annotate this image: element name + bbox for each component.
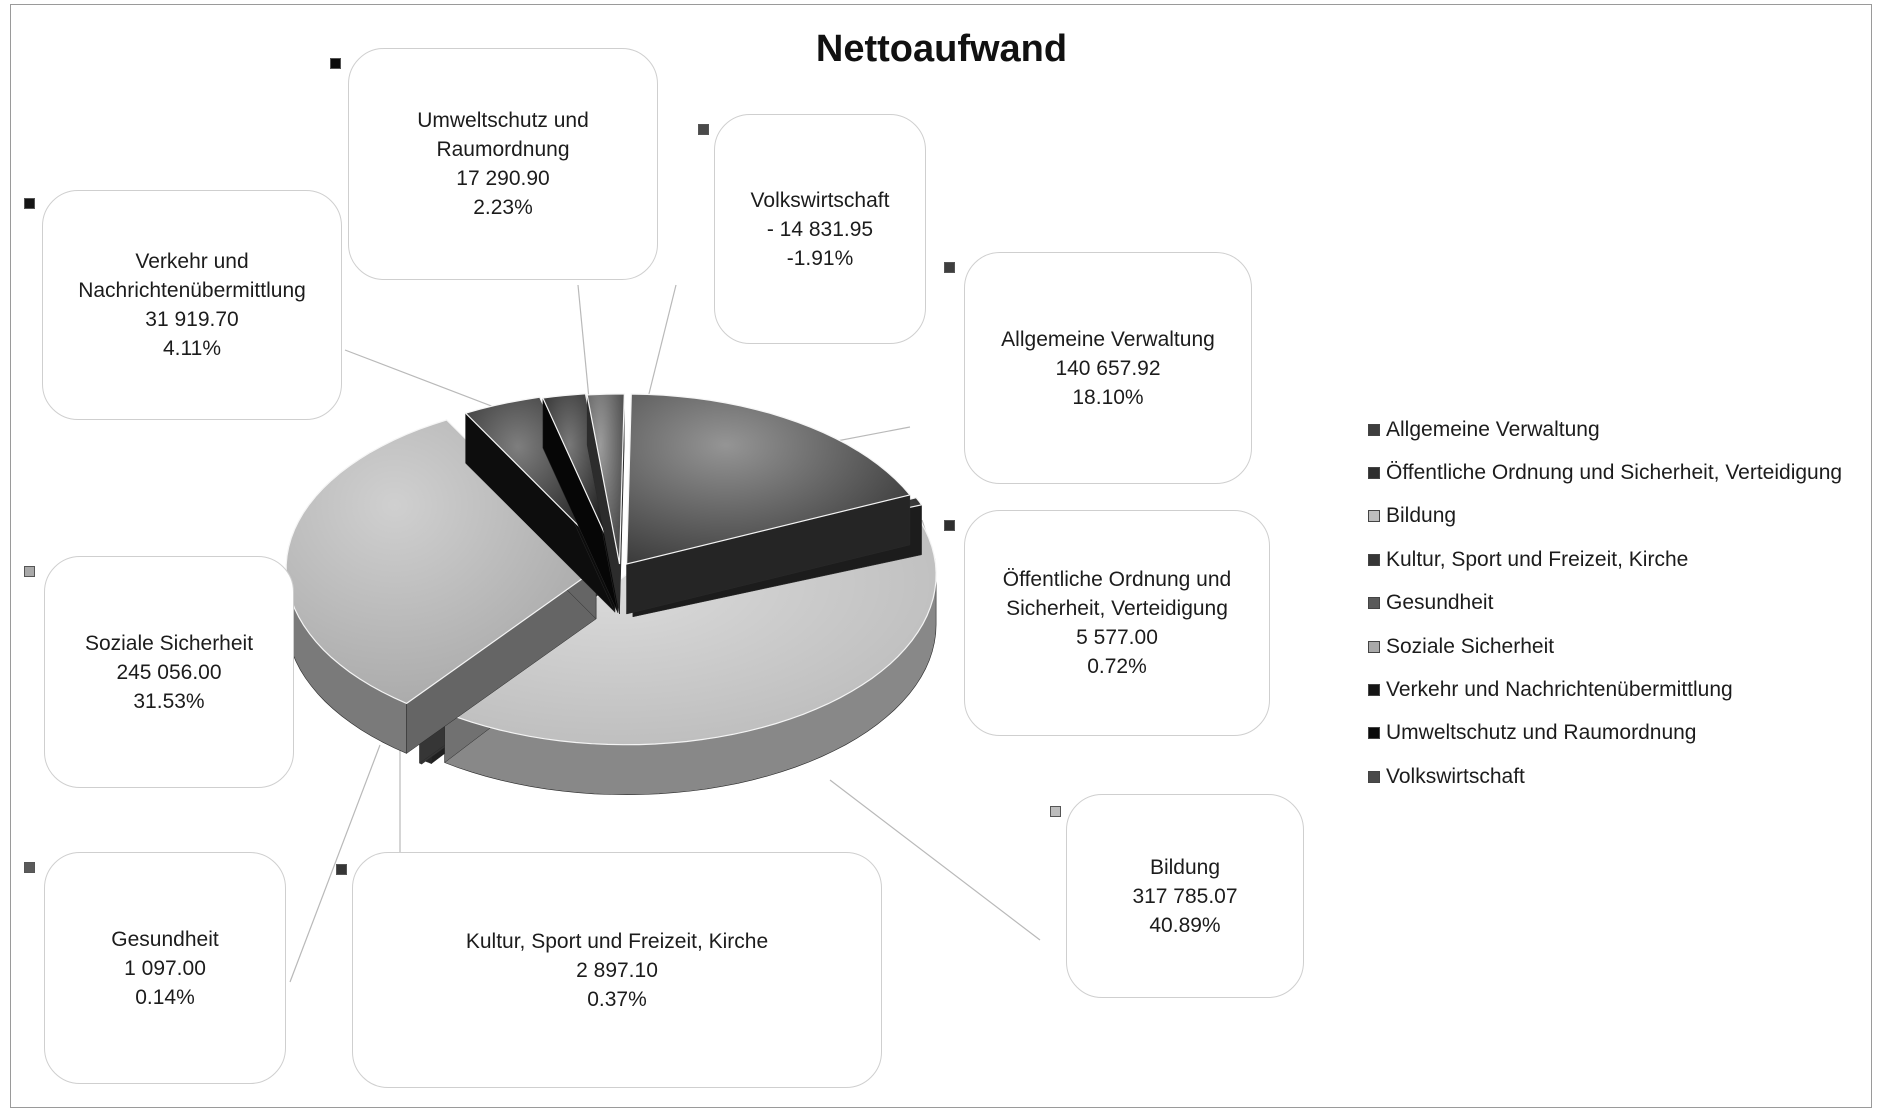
data-label-percent: 2.23% [473,196,533,219]
data-label-name: Soziale Sicherheit [84,631,254,655]
legend-item-slice-8: Volkswirtschaft [1368,755,1842,798]
data-label-slice-6: Verkehr und Nachrichtenübermittlung 31 91… [42,190,342,420]
data-label-slice-5: Soziale Sicherheit 245 056.00 31.53% [44,556,294,788]
chart-frame [10,4,1872,1108]
leader-line-slice-2 [829,779,1041,941]
legend-item-slice-6: Verkehr und Nachrichtenübermittlung [1368,668,1842,711]
legend-swatch [1368,510,1380,523]
data-label-slice-4: Gesundheit 1 097.00 0.14% [44,852,286,1084]
legend-swatch [1368,423,1380,436]
data-label-marker-slice-2 [1050,806,1061,817]
data-label-value: 5 577.00 [1076,626,1158,649]
data-label-percent: 18.10% [1072,385,1144,409]
data-label-name: Bildung [1149,855,1221,879]
data-label-value: 17 290.90 [456,167,550,190]
legend-item-slice-4: Gesundheit [1368,582,1842,625]
legend-label: Soziale Sicherheit [1386,634,1555,658]
data-label-name: Umweltschutz und Raumordnung [417,109,589,161]
legend-swatch [1368,640,1380,653]
data-label-marker-slice-3 [336,864,347,875]
data-label-marker-slice-1 [944,520,955,531]
legend-label: Gesundheit [1386,591,1494,615]
data-label-slice-2: Bildung 317 785.07 40.89% [1066,794,1304,998]
data-label-name: Gesundheit [111,927,219,951]
legend-item-slice-0: Allgemeine Verwaltung [1368,408,1842,451]
data-label-name: Kultur, Sport und Freizeit, Kirche [465,929,769,953]
data-label-name: Öffentliche Ordnung und Sicherheit, Vert… [1002,568,1232,620]
data-label-percent: 0.14% [135,985,195,1009]
data-label-name: Volkswirtschaft [750,188,890,212]
data-label-value: 245 056.00 [116,660,222,684]
legend-label: Umweltschutz und Raumordnung [1386,721,1697,745]
data-label-name: Allgemeine Verwaltung [1001,327,1215,351]
data-label-marker-slice-4 [24,862,35,873]
legend-label: Bildung [1386,504,1457,528]
data-label-value: 31 919.70 [145,308,239,331]
pie-slice-slice-0 [625,393,912,615]
legend-label: Allgemeine Verwaltung [1386,417,1600,441]
legend-item-slice-1: Öffentliche Ordnung und Sicherheit, Vert… [1368,451,1842,494]
data-label-slice-8: Volkswirtschaft - 14 831.95 -1.91% [714,114,926,344]
leader-line-slice-6 [344,349,516,416]
data-label-marker-slice-8 [698,124,709,135]
data-label-slice-7: Umweltschutz und Raumordnung 17 290.90 2.2… [348,48,658,280]
pie-slice-slice-5 [285,419,597,754]
data-label-value: 317 785.07 [1132,884,1238,908]
legend-label: Kultur, Sport und Freizeit, Kirche [1386,547,1689,571]
data-label-percent: -1.91% [786,246,854,270]
legend: Allgemeine Verwaltung Öffentliche Ordnung… [1368,408,1842,799]
data-label-marker-slice-0 [944,262,955,273]
data-label-percent: 0.72% [1087,655,1147,678]
legend-swatch [1368,684,1380,697]
data-label-percent: 0.37% [587,987,647,1011]
legend-item-slice-2: Bildung [1368,495,1842,538]
leader-line-slice-4 [289,744,381,983]
legend-item-slice-3: Kultur, Sport und Freizeit, Kirche [1368,538,1842,581]
pie-slice-slice-8 [586,393,625,615]
data-label-slice-1: Öffentliche Ordnung und Sicherheit, Vert… [964,510,1270,736]
data-label-value: - 14 831.95 [766,217,874,241]
data-label-marker-slice-5 [24,566,35,577]
legend-swatch [1368,770,1380,783]
data-label-value: 140 657.92 [1055,356,1161,380]
legend-label: Verkehr und Nachrichtenübermittlung [1386,678,1733,702]
data-label-slice-0: Allgemeine Verwaltung 140 657.92 18.10% [964,252,1252,484]
data-label-percent: 4.11% [163,337,221,360]
chart-title: Nettoaufwand [815,28,1068,70]
data-label-marker-slice-6 [24,198,35,209]
legend-swatch [1368,553,1380,566]
legend-swatch [1368,467,1380,480]
data-label-percent: 40.89% [1149,913,1221,937]
legend-swatch [1368,727,1380,740]
data-label-slice-3: Kultur, Sport und Freizeit, Kirche 2 897.… [352,852,882,1088]
legend-label: Volkswirtschaft [1386,764,1525,788]
legend-item-slice-7: Umweltschutz und Raumordnung [1368,712,1842,755]
legend-swatch [1368,597,1380,610]
data-label-percent: 31.53% [133,689,205,713]
legend-item-slice-5: Soziale Sicherheit [1368,625,1842,668]
data-label-name: Verkehr und Nachrichtenübermittlung [78,250,306,302]
data-label-marker-slice-7 [330,58,341,69]
legend-label: Öffentliche Ordnung und Sicherheit, Vert… [1386,461,1843,485]
data-label-value: 1 097.00 [124,956,206,980]
data-label-value: 2 897.10 [576,958,658,982]
